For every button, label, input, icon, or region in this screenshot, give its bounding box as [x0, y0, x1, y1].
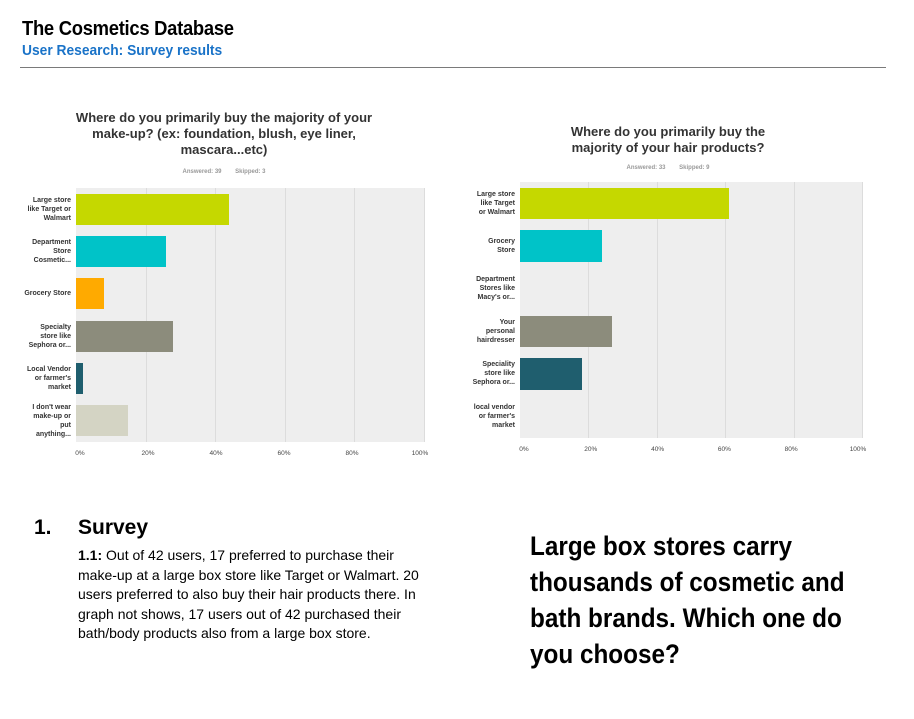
category-label: Department Store Cosmetic... [32, 238, 71, 264]
category-label: local vendor or farmer's market [473, 404, 515, 430]
survey-label: 1.1: [78, 547, 103, 563]
x-tick-label: 100% [411, 450, 429, 457]
x-tick-label: 60% [277, 450, 291, 457]
header-divider [20, 67, 886, 68]
bar [76, 193, 230, 225]
x-tick-label: 20% [141, 450, 155, 457]
bar [76, 320, 174, 352]
bar [76, 362, 83, 395]
x-tick-label: 0% [75, 450, 85, 457]
skipped-count: Skipped: 9 [679, 165, 710, 171]
x-tick-label: 100% [849, 446, 867, 453]
x-tick-label: 40% [209, 450, 223, 457]
category-label: Local Vendor or farmer's market [27, 365, 71, 391]
bar [76, 278, 104, 310]
category-label: I don't wear make-up or put anything... [32, 403, 71, 438]
page-title: The Cosmetics Database [22, 18, 234, 40]
survey-number: 1. [34, 516, 52, 539]
category-label: Large store like Target or Walmart [27, 196, 71, 222]
x-tick-label: 20% [584, 446, 598, 453]
gridline [588, 182, 590, 438]
makeup-chart: Where do you primarily buy the majority … [18, 108, 430, 468]
gridline [284, 188, 286, 442]
x-tick-label: 40% [651, 446, 665, 453]
bar [76, 235, 167, 268]
chart-title: Where do you primarily buy the majority … [570, 124, 766, 155]
category-label: Large store like Target or Walmart [476, 190, 515, 216]
gridline [354, 188, 356, 442]
gridline [215, 188, 217, 442]
category-label: Speciality store like Sephora or... [472, 361, 515, 387]
answered-skipped: Answered: 39 Skipped: 3 [18, 169, 430, 175]
page-subtitle: User Research: Survey results [22, 42, 223, 59]
category-label: Specialty store like Sephora or... [28, 323, 71, 349]
survey-body: 1.1: Out of 42 users, 17 preferred to pu… [78, 546, 428, 644]
gridline [145, 188, 147, 442]
callout-text: Large box stores carry thousands of cosm… [530, 531, 845, 669]
answered-count: Answered: 39 [182, 169, 222, 175]
answered-skipped: Answered: 33 Skipped: 9 [466, 165, 870, 171]
skipped-count: Skipped: 3 [235, 169, 266, 175]
survey-text: Out of 42 users, 17 preferred to purchas… [78, 547, 419, 641]
gridline [862, 182, 863, 438]
plot-area [76, 188, 425, 442]
x-tick-label: 80% [345, 450, 359, 457]
gridline [725, 182, 727, 438]
x-tick-label: 80% [784, 446, 798, 453]
category-label: Grocery Store [488, 237, 515, 254]
bar [76, 405, 129, 437]
x-tick-label: 60% [717, 446, 731, 453]
gridline [424, 188, 425, 442]
category-label: Department Stores like Macy's or... [476, 276, 515, 302]
category-label: Grocery Store [24, 290, 71, 298]
hair-products-chart: Where do you primarily buy the majority … [466, 108, 870, 468]
plot-area [520, 182, 863, 438]
bar [520, 187, 729, 220]
bar [520, 315, 613, 348]
category-label: Your personal hairdresser [476, 318, 515, 344]
page-header: The Cosmetics Database User Research: Su… [22, 18, 252, 59]
gridline [656, 182, 658, 438]
answered-count: Answered: 33 [626, 165, 666, 171]
bar [520, 230, 603, 262]
x-tick-label: 0% [519, 446, 529, 453]
survey-heading: Survey [78, 516, 149, 539]
chart-title: Where do you primarily buy the majority … [75, 110, 373, 157]
bar [520, 358, 582, 390]
gridline [793, 182, 795, 438]
